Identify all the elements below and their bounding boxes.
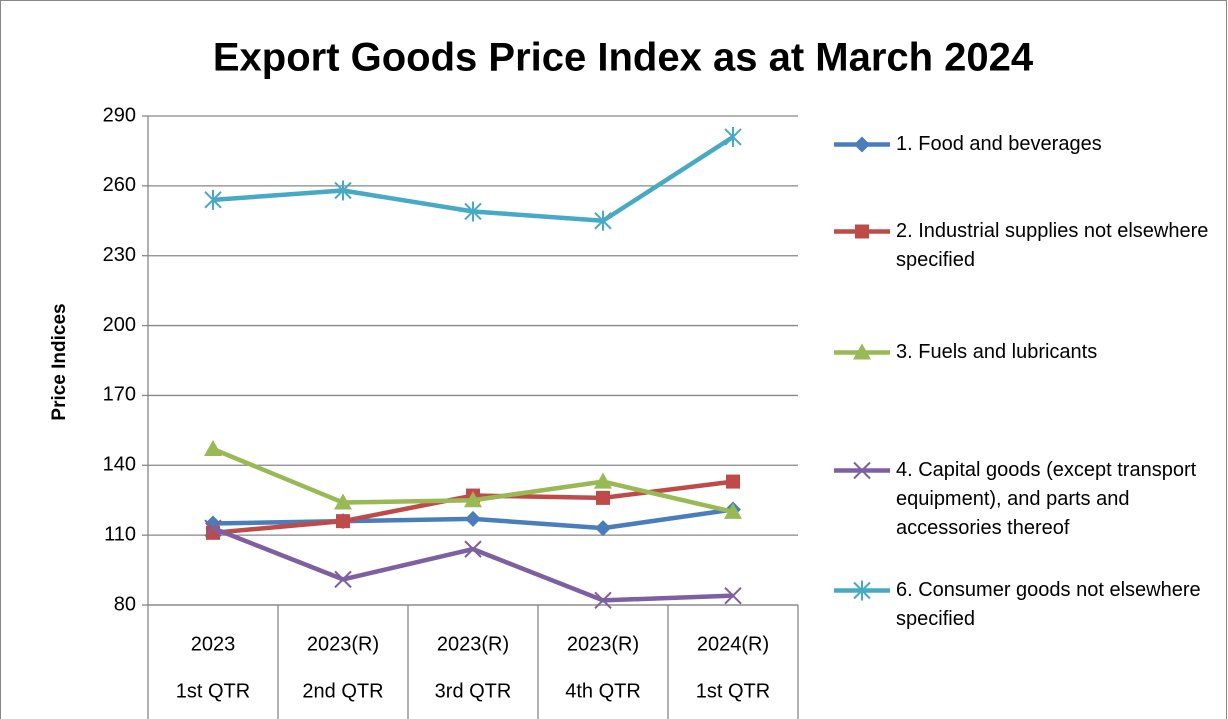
legend-item: 4. Capital goods (except transport equip… [832,456,1222,543]
legend-swatch [834,461,890,480]
marker [594,591,612,610]
marker [594,210,612,231]
marker [465,510,481,527]
x-tick-label: 2023(R) [437,633,509,655]
y-tick-label: 290 [103,104,136,126]
y-axis-label: Price Indices [49,303,70,420]
legend-item: 1. Food and beverages [832,130,1222,159]
y-tick-label: 230 [103,244,136,266]
marker [724,502,742,519]
marker [336,514,350,529]
y-tick-label: 260 [103,174,136,196]
legend-item: 2. Industrial supplies not elsewhere spe… [832,217,1222,275]
marker [594,472,612,489]
x-tick-label: 1st QTR [696,680,770,702]
y-tick-label: 140 [103,454,136,476]
marker [726,474,740,489]
series-line [212,526,734,603]
x-tick-label: 2023(R) [567,633,639,655]
legend-swatch [834,136,890,153]
marker [464,201,482,222]
marker [724,586,742,605]
y-tick-label: 80 [114,593,136,615]
marker [854,136,870,153]
marker [204,439,222,456]
marker [855,224,869,239]
legend-label: 3. Fuels and lubricants [896,341,1098,363]
legend-swatch [834,580,890,601]
marker [204,189,222,210]
marker [853,580,871,601]
x-tick-label: 3rd QTR [435,680,512,702]
legend-item: 6. Consumer goods not elsewhere specifie… [832,576,1222,634]
marker [853,461,871,480]
marker [334,180,352,201]
x-tick-label: 2023 [191,633,236,655]
marker [334,570,352,589]
legend-label: 4. Capital goods (except transport equip… [896,459,1197,539]
legend-label: 6. Consumer goods not elsewhere specifie… [896,579,1201,630]
marker [595,520,611,537]
marker [464,540,482,558]
legend-label: 2. Industrial supplies not elsewhere spe… [896,220,1209,271]
y-tick-label: 170 [103,384,136,406]
marker [334,493,352,510]
legend-label: 1. Food and beverages [896,133,1102,155]
y-tick-label: 110 [104,523,136,545]
x-tick-label: 4th QTR [565,680,641,702]
x-tick-label: 2023(R) [307,633,379,655]
marker [724,126,742,147]
marker [596,490,610,505]
legend-item: 3. Fuels and lubricants [832,338,1222,367]
marker [464,491,482,508]
x-tick-label: 2024(R) [697,633,769,655]
x-tick-label: 1st QTR [176,680,250,702]
marker [204,519,222,537]
x-tick-label: 2nd QTR [302,680,383,702]
y-tick-label: 200 [103,314,136,336]
chart-title: Export Goods Price Index as at March 202… [213,36,1034,80]
legend-swatch [834,224,890,239]
marker [853,343,871,360]
legend-swatch [834,343,890,360]
